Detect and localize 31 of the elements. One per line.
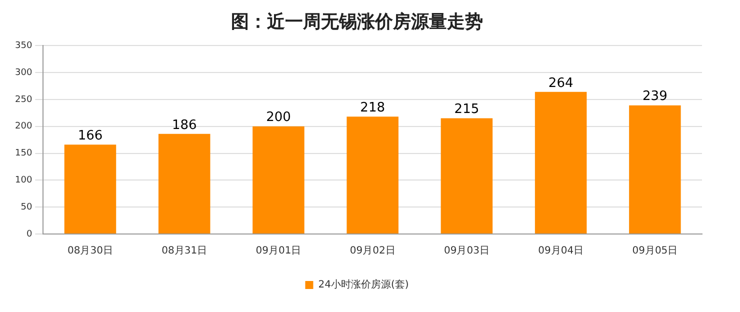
bar [64, 144, 116, 234]
y-tick-label: 250 [14, 94, 32, 105]
x-tick-label: 09月01日 [256, 246, 302, 257]
data-label: 218 [360, 100, 386, 116]
bar [629, 105, 681, 234]
x-tick-label: 09月04日 [538, 246, 584, 257]
y-tick-label: 50 [20, 202, 32, 212]
data-label: 215 [454, 102, 480, 118]
x-tick-label: 09月02日 [350, 246, 396, 257]
data-label: 239 [642, 89, 668, 104]
x-tick-label: 09月03日 [444, 246, 490, 257]
bar [440, 118, 493, 234]
legend-label: 24小时涨价房源(套) [318, 278, 409, 291]
x-tick-label: 08月30日 [68, 246, 113, 257]
y-tick-label: 150 [14, 148, 32, 159]
x-tick-label: 08月31日 [162, 246, 208, 257]
y-tick-label: 100 [14, 176, 32, 186]
data-label: 264 [548, 76, 574, 91]
y-tick-label: 0 [26, 229, 32, 240]
data-label: 200 [266, 110, 291, 126]
bar [252, 126, 304, 234]
y-tick-label: 300 [14, 68, 32, 78]
bar [346, 116, 398, 234]
y-tick-label: 350 [14, 40, 32, 51]
y-tick-label: 200 [14, 122, 32, 132]
bar [534, 92, 587, 234]
bar [158, 134, 210, 234]
x-tick-label: 09月05日 [632, 246, 678, 257]
data-label: 186 [172, 118, 197, 133]
data-label: 166 [78, 128, 103, 144]
chart-title: 图：近一周无锡涨价房源量走势 [231, 11, 483, 32]
